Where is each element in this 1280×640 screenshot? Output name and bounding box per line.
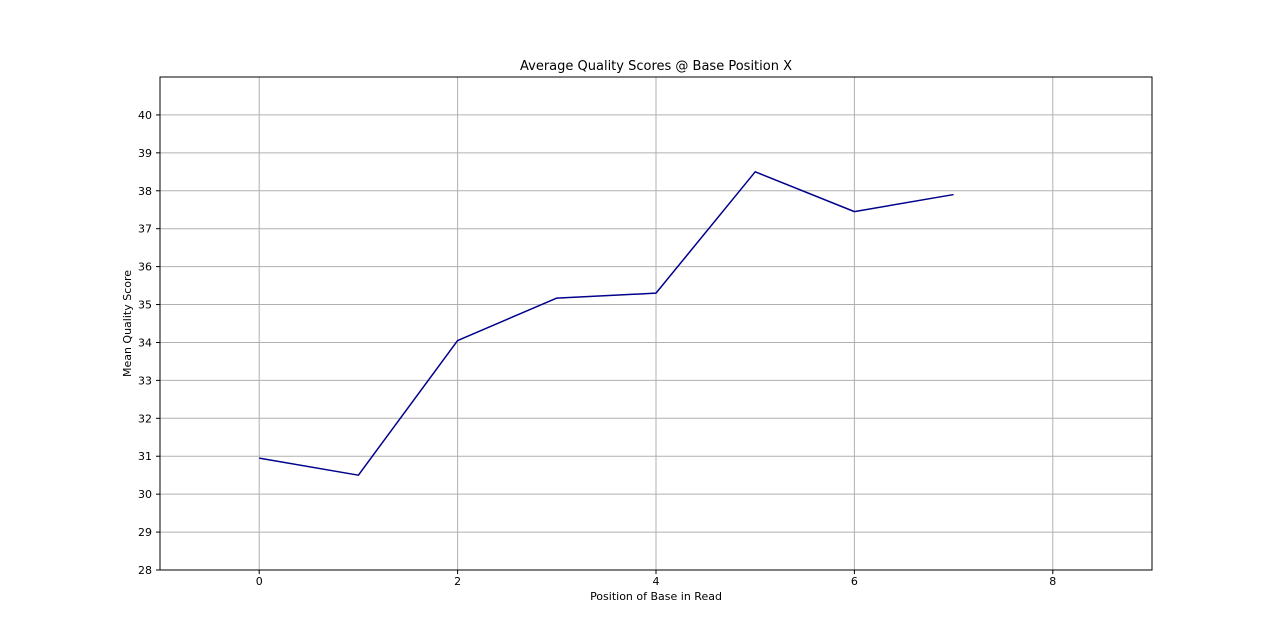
y-tick-label: 34 xyxy=(138,336,152,349)
x-tick-label: 4 xyxy=(653,575,660,588)
x-tick-label: 0 xyxy=(256,575,263,588)
x-axis-label: Position of Base in Read xyxy=(590,590,722,603)
y-axis-label: Mean Quality Score xyxy=(121,270,134,377)
x-tick-label: 6 xyxy=(851,575,858,588)
series-layer xyxy=(259,171,954,476)
chart-title: Average Quality Scores @ Base Position X xyxy=(520,59,792,74)
y-tick-label: 32 xyxy=(138,412,152,425)
y-tick-label: 31 xyxy=(138,450,152,463)
y-tick-label: 40 xyxy=(138,109,152,122)
x-tick-label: 8 xyxy=(1049,575,1056,588)
y-tick-label: 36 xyxy=(138,261,152,274)
series-line xyxy=(259,171,954,476)
grid xyxy=(160,77,1152,571)
y-tick-label: 38 xyxy=(138,185,152,198)
x-tick-label: 2 xyxy=(454,575,461,588)
y-tick-label: 29 xyxy=(138,526,152,539)
y-tick-label: 30 xyxy=(138,488,152,501)
y-tick-label: 28 xyxy=(138,564,152,577)
y-tick-label: 39 xyxy=(138,147,152,160)
y-tick-label: 35 xyxy=(138,299,152,312)
y-tick-label: 37 xyxy=(138,223,152,236)
y-tick-label: 33 xyxy=(138,374,152,387)
axis-ticks: 0 2 4 6 8 28 29 30 31 32 33 34 35 36 37 38 39 40 xyxy=(138,109,1056,588)
